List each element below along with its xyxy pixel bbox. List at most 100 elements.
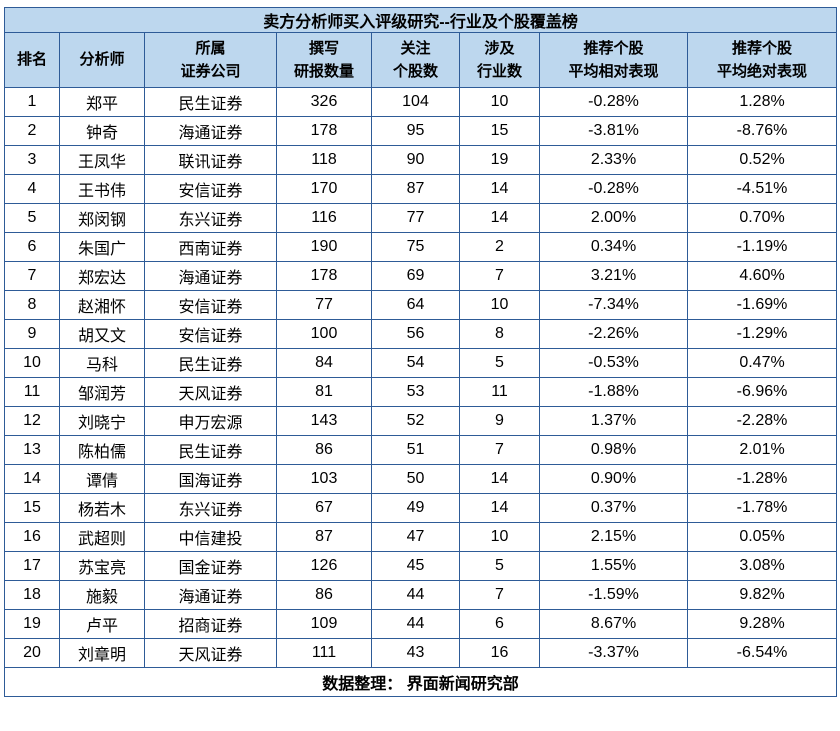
- data-source-note: 数据整理： 界面新闻研究部: [3, 667, 838, 697]
- cell-firm: 招商证券: [144, 609, 277, 639]
- table-row: 11 邹润芳 天风证券 81 53 11 -1.88% -6.96%: [4, 377, 838, 407]
- column-header-industries: 涉及 行业数: [459, 32, 540, 88]
- cell-relative: -0.28%: [539, 174, 688, 204]
- cell-industries: 16: [459, 638, 540, 668]
- cell-absolute: 3.08%: [686, 551, 838, 581]
- cell-reports: 118: [276, 145, 372, 175]
- cell-stocks: 90: [371, 145, 460, 175]
- cell-absolute: 0.52%: [686, 145, 838, 175]
- cell-firm: 安信证券: [144, 290, 277, 320]
- cell-firm: 海通证券: [144, 116, 277, 146]
- cell-firm: 东兴证券: [144, 493, 277, 523]
- cell-analyst: 郑宏达: [59, 261, 145, 291]
- cell-relative: -7.34%: [539, 290, 688, 320]
- cell-relative: -2.26%: [539, 319, 688, 349]
- cell-firm: 海通证券: [144, 261, 277, 291]
- cell-reports: 103: [276, 464, 372, 494]
- cell-stocks: 44: [371, 580, 460, 610]
- cell-stocks: 95: [371, 116, 460, 146]
- cell-analyst: 武超则: [59, 522, 145, 552]
- column-header-stocks: 关注 个股数: [371, 32, 460, 88]
- table-row: 12 刘晓宁 申万宏源 143 52 9 1.37% -2.28%: [4, 406, 838, 436]
- cell-absolute: -2.28%: [686, 406, 838, 436]
- table-row: 15 杨若木 东兴证券 67 49 14 0.37% -1.78%: [4, 493, 838, 523]
- cell-relative: -0.28%: [539, 87, 688, 117]
- cell-relative: 2.33%: [539, 145, 688, 175]
- table-row: 20 刘章明 天风证券 111 43 16 -3.37% -6.54%: [4, 638, 838, 668]
- cell-industries: 5: [459, 551, 540, 581]
- cell-industries: 10: [459, 290, 540, 320]
- cell-relative: 8.67%: [539, 609, 688, 639]
- cell-stocks: 69: [371, 261, 460, 291]
- cell-industries: 11: [459, 377, 540, 407]
- cell-firm: 安信证券: [144, 319, 277, 349]
- header-row: 排名 分析师 所属 证券公司 撰写 研报数量 关注 个股数 涉及 行业数 推荐个股 平均相对…: [4, 32, 838, 88]
- cell-industries: 10: [459, 522, 540, 552]
- cell-rank: 15: [4, 493, 60, 523]
- cell-relative: -3.81%: [539, 116, 688, 146]
- table-row: 2 钟奇 海通证券 178 95 15 -3.81% -8.76%: [4, 116, 838, 146]
- cell-firm: 海通证券: [144, 580, 277, 610]
- cell-rank: 12: [4, 406, 60, 436]
- cell-relative: -0.53%: [539, 348, 688, 378]
- table-row: 17 苏宝亮 国金证券 126 45 5 1.55% 3.08%: [4, 551, 838, 581]
- cell-stocks: 43: [371, 638, 460, 668]
- cell-firm: 东兴证券: [144, 203, 277, 233]
- cell-relative: 2.00%: [539, 203, 688, 233]
- cell-relative: 1.37%: [539, 406, 688, 436]
- cell-stocks: 51: [371, 435, 460, 465]
- cell-rank: 4: [4, 174, 60, 204]
- cell-analyst: 赵湘怀: [59, 290, 145, 320]
- cell-rank: 19: [4, 609, 60, 639]
- cell-rank: 17: [4, 551, 60, 581]
- cell-reports: 84: [276, 348, 372, 378]
- cell-industries: 14: [459, 203, 540, 233]
- cell-industries: 14: [459, 493, 540, 523]
- cell-rank: 18: [4, 580, 60, 610]
- cell-rank: 6: [4, 232, 60, 262]
- cell-rank: 2: [4, 116, 60, 146]
- cell-stocks: 75: [371, 232, 460, 262]
- cell-reports: 116: [276, 203, 372, 233]
- cell-reports: 326: [276, 87, 372, 117]
- cell-industries: 5: [459, 348, 540, 378]
- cell-absolute: -1.29%: [686, 319, 838, 349]
- cell-analyst: 胡又文: [59, 319, 145, 349]
- cell-analyst: 刘章明: [59, 638, 145, 668]
- cell-absolute: 4.60%: [686, 261, 838, 291]
- cell-firm: 天风证券: [144, 377, 277, 407]
- cell-reports: 178: [276, 116, 372, 146]
- cell-stocks: 56: [371, 319, 460, 349]
- cell-analyst: 马科: [59, 348, 145, 378]
- cell-relative: 3.21%: [539, 261, 688, 291]
- cell-industries: 2: [459, 232, 540, 262]
- table-row: 9 胡又文 安信证券 100 56 8 -2.26% -1.29%: [4, 319, 838, 349]
- cell-rank: 14: [4, 464, 60, 494]
- table-row: 4 王书伟 安信证券 170 87 14 -0.28% -4.51%: [4, 174, 838, 204]
- cell-absolute: -1.69%: [686, 290, 838, 320]
- cell-industries: 9: [459, 406, 540, 436]
- table-row: 3 王凤华 联讯证券 118 90 19 2.33% 0.52%: [4, 145, 838, 175]
- table-row: 10 马科 民生证券 84 54 5 -0.53% 0.47%: [4, 348, 838, 378]
- cell-absolute: 0.05%: [686, 522, 838, 552]
- cell-rank: 5: [4, 203, 60, 233]
- cell-rank: 3: [4, 145, 60, 175]
- page: 卖方分析师买入评级研究--行业及个股覆盖榜 排名 分析师 所属 证券公司 撰写 研报数…: [3, 7, 838, 697]
- footer-row: 数据整理： 界面新闻研究部: [3, 667, 838, 697]
- cell-reports: 109: [276, 609, 372, 639]
- cell-relative: 0.37%: [539, 493, 688, 523]
- cell-firm: 国金证券: [144, 551, 277, 581]
- cell-reports: 143: [276, 406, 372, 436]
- column-header-relative: 推荐个股 平均相对表现: [539, 32, 688, 88]
- cell-industries: 7: [459, 580, 540, 610]
- cell-analyst: 卢平: [59, 609, 145, 639]
- cell-reports: 111: [276, 638, 372, 668]
- cell-industries: 10: [459, 87, 540, 117]
- cell-stocks: 44: [371, 609, 460, 639]
- cell-stocks: 47: [371, 522, 460, 552]
- cell-absolute: -1.19%: [686, 232, 838, 262]
- cell-analyst: 杨若木: [59, 493, 145, 523]
- cell-rank: 7: [4, 261, 60, 291]
- table-row: 8 赵湘怀 安信证券 77 64 10 -7.34% -1.69%: [4, 290, 838, 320]
- cell-analyst: 郑闵钢: [59, 203, 145, 233]
